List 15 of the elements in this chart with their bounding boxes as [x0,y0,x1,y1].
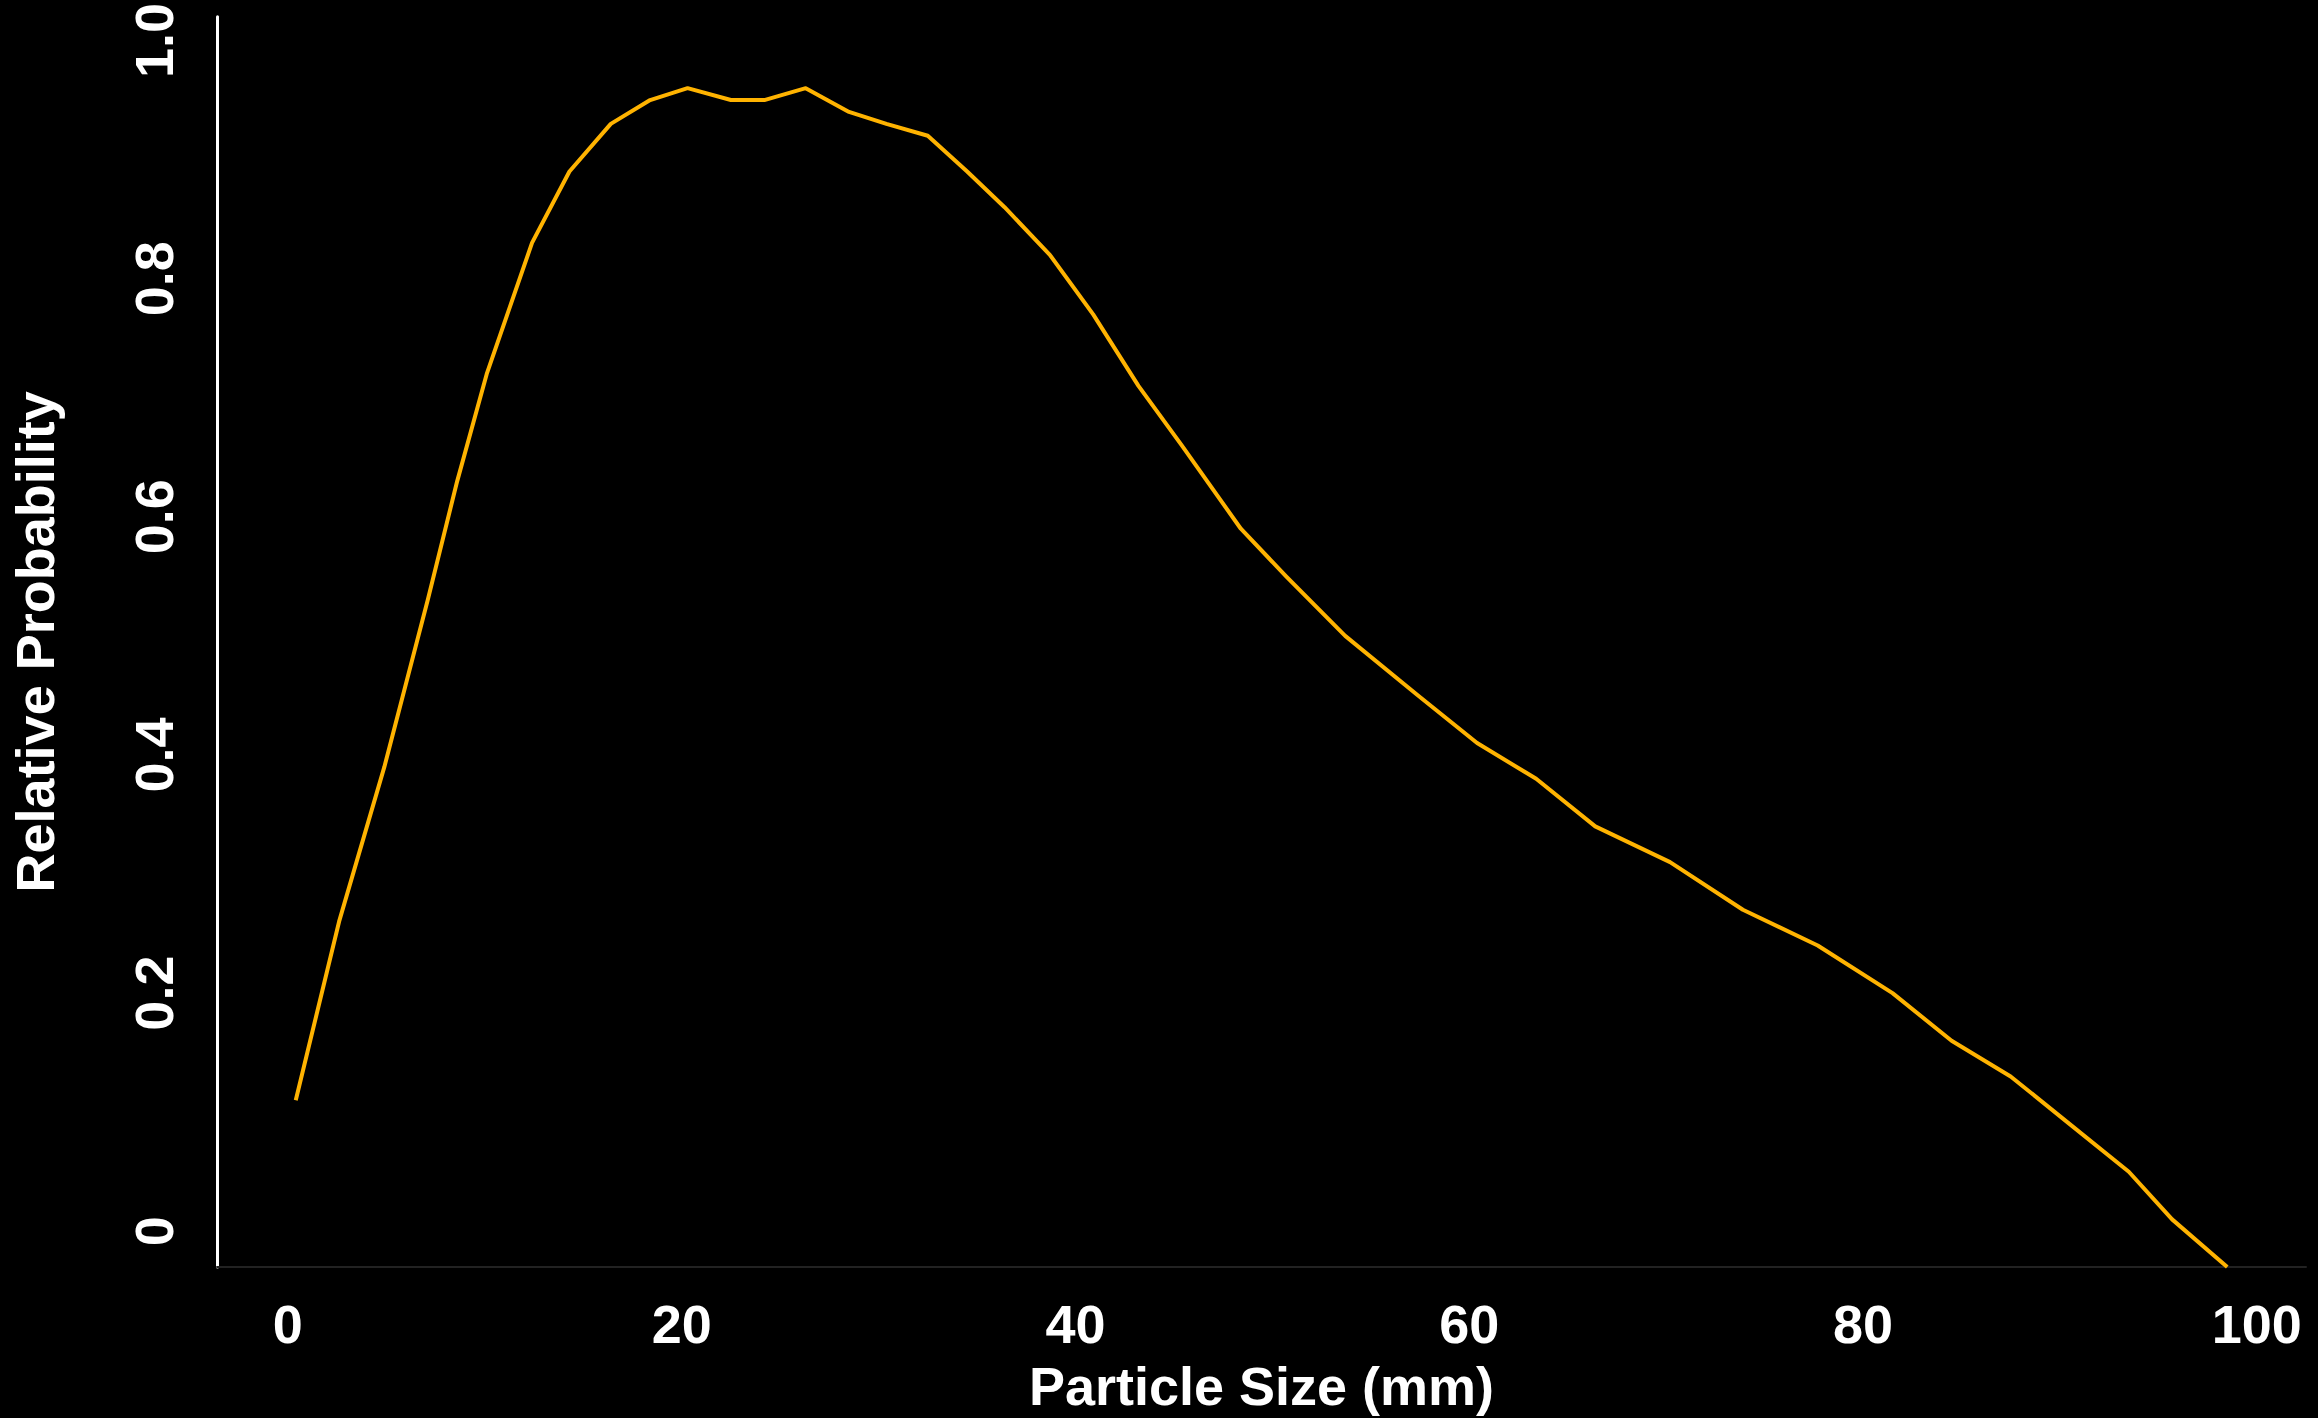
x-tick-label: 100 [2211,1294,2302,1354]
line-series [293,86,2230,1269]
y-axis-title: Relative Probability [5,391,65,893]
x-tick-label: 60 [1439,1294,1500,1354]
y-tick-label: 0.2 [124,955,184,1031]
y-tick-label: 0.4 [124,717,184,793]
x-tick-label: 40 [1045,1294,1106,1354]
y-tick-label: 1.0 [124,2,184,79]
y-tick-label: 0 [124,1216,184,1247]
y-tick-label: 0.8 [124,241,184,317]
x-tick-label: 80 [1832,1294,1894,1354]
y-tick-label: 0.6 [124,479,184,555]
x-axis-title: Particle Size (mm) [1028,1356,1495,1416]
x-tick-label: 0 [272,1294,303,1354]
x-tick-label: 20 [651,1294,712,1354]
